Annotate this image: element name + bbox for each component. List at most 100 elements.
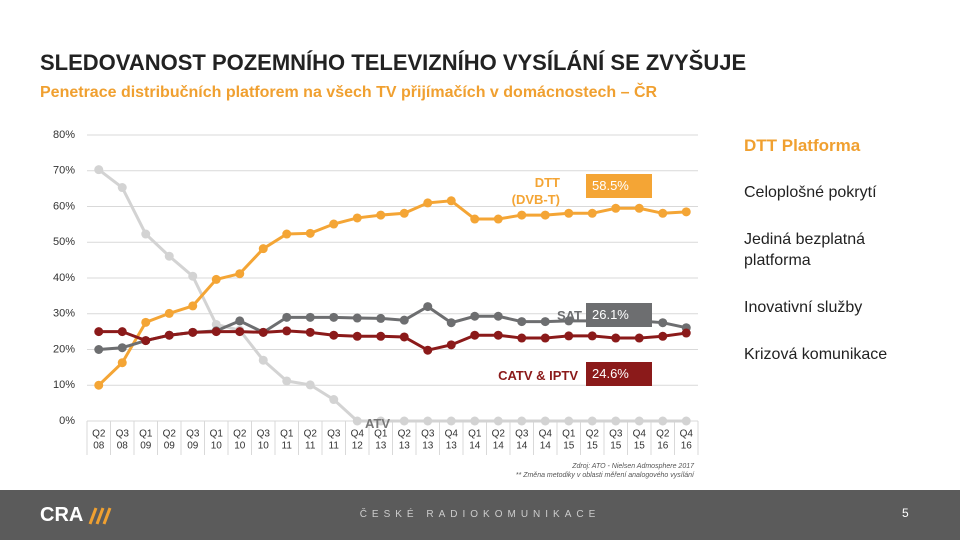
point xyxy=(329,395,339,405)
x-tick-label: 11 xyxy=(329,441,340,452)
point xyxy=(305,312,315,322)
point xyxy=(352,416,362,426)
point xyxy=(117,343,127,353)
point xyxy=(423,416,433,426)
point xyxy=(470,330,480,340)
point xyxy=(94,380,104,390)
point xyxy=(470,416,480,426)
x-tick-label: Q2 xyxy=(492,429,506,440)
point xyxy=(634,203,644,213)
point xyxy=(188,327,198,337)
point xyxy=(329,219,339,229)
point xyxy=(164,251,174,261)
x-tick-label: 16 xyxy=(657,441,669,452)
point xyxy=(423,302,433,312)
y-tick-label: 30% xyxy=(53,308,75,320)
series-line xyxy=(97,199,687,387)
x-tick-label: 09 xyxy=(187,441,199,452)
x-tick-label: Q3 xyxy=(609,429,623,440)
point xyxy=(352,331,362,341)
x-tick-label: Q2 xyxy=(92,429,106,440)
sidebar: DTT Platforma Celoplošné pokrytí Jediná b… xyxy=(744,136,934,391)
point xyxy=(540,416,550,426)
point xyxy=(376,313,386,323)
point xyxy=(446,318,456,328)
sidebar-item: Celoplošné pokrytí xyxy=(744,184,877,201)
point xyxy=(611,333,621,343)
x-tick-label: Q3 xyxy=(116,429,130,440)
point xyxy=(517,333,527,343)
series-label: ATV xyxy=(364,416,390,431)
point xyxy=(305,228,315,238)
x-tick-label: Q4 xyxy=(633,429,647,440)
x-tick-label: Q4 xyxy=(539,429,553,440)
x-tick-label: Q3 xyxy=(186,429,200,440)
point xyxy=(423,345,433,355)
x-tick-label: Q3 xyxy=(421,429,435,440)
point xyxy=(470,311,480,321)
point xyxy=(587,416,597,426)
company: ČESKÉ RADIOKOMUNIKACE xyxy=(359,509,601,520)
point xyxy=(164,330,174,340)
point xyxy=(141,317,151,327)
title: SLEDOVANOST POZEMNÍHO TELEVIZNÍHO VYSÍLÁ… xyxy=(40,50,747,75)
x-tick-label: Q3 xyxy=(257,429,271,440)
point xyxy=(282,326,292,336)
point xyxy=(141,229,151,239)
x-tick-label: Q2 xyxy=(163,429,177,440)
point xyxy=(211,274,221,284)
note: ** Změna metodiky v oblasti měření analo… xyxy=(515,472,694,479)
x-tick-label: 08 xyxy=(93,441,105,452)
x-tick-label: 10 xyxy=(258,441,270,452)
y-tick-label: 70% xyxy=(53,165,75,177)
series-label: DTT (DVB-T) xyxy=(511,175,560,207)
x-tick-label: Q1 xyxy=(374,429,388,440)
x-tick-label: Q4 xyxy=(680,429,694,440)
point xyxy=(446,416,456,426)
x-tick-label: 15 xyxy=(610,441,622,452)
point xyxy=(329,330,339,340)
point xyxy=(188,301,198,311)
point xyxy=(376,210,386,220)
point xyxy=(329,312,339,322)
point xyxy=(282,312,292,322)
x-tick-label: 10 xyxy=(211,441,223,452)
point xyxy=(681,207,691,217)
point xyxy=(540,317,550,327)
sidebar-item: Jediná bezplatná platforma xyxy=(744,231,865,269)
point xyxy=(94,345,104,354)
point xyxy=(493,330,503,340)
x-tick-label: 13 xyxy=(375,441,387,452)
point xyxy=(282,376,292,386)
point xyxy=(611,416,621,426)
x-tick-label: Q1 xyxy=(562,429,576,440)
x-tick-label: 13 xyxy=(446,441,458,452)
series-line xyxy=(98,329,687,352)
x-tick-label: Q2 xyxy=(233,429,247,440)
point xyxy=(399,416,409,426)
point xyxy=(446,196,456,206)
point xyxy=(564,208,574,218)
x-tick-label: 13 xyxy=(399,441,411,452)
y-tick-label: 80% xyxy=(53,129,75,141)
point xyxy=(117,327,127,337)
x-tick-label: Q2 xyxy=(398,429,412,440)
x-tick-label: 15 xyxy=(587,441,599,452)
point xyxy=(258,244,268,254)
point xyxy=(352,213,362,223)
point xyxy=(564,331,574,341)
x-tick-label: Q2 xyxy=(656,429,670,440)
value-label: 24.6% xyxy=(586,362,652,386)
value-label: 58.5% xyxy=(586,174,652,198)
x-tick-label: Q1 xyxy=(468,429,482,440)
footer: CRA ČESKÉ RADIOKOMUNIKACE 5 xyxy=(0,490,960,540)
point xyxy=(188,271,198,281)
x-tick-label: 16 xyxy=(681,441,693,452)
y-tick-label: 0% xyxy=(59,415,75,427)
point xyxy=(493,416,503,426)
point xyxy=(423,198,433,208)
series-label: SAT xyxy=(556,308,582,323)
point xyxy=(399,315,409,325)
x-tick-label: 14 xyxy=(516,441,528,452)
